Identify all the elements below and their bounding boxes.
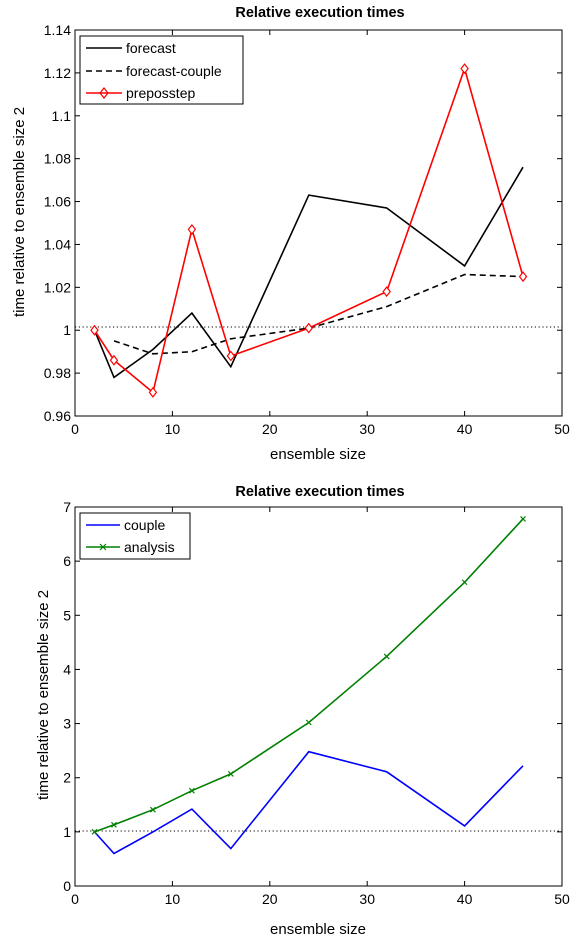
chart-top-ytick-label: 1.08 xyxy=(44,151,71,167)
chart-bottom-title: Relative execution times xyxy=(235,484,404,500)
chart-top-ytick-label: 1.02 xyxy=(44,279,71,295)
chart-top-xtick-label: 30 xyxy=(359,421,375,437)
chart-bottom-ytick-label: 3 xyxy=(63,716,71,732)
series-preposstep-point xyxy=(187,223,197,235)
chart-top-axes xyxy=(74,29,563,417)
chart-bottom-ytick-label: 1 xyxy=(63,824,71,840)
legend-analysis-label: analysis xyxy=(124,539,175,555)
chart-top-xtick-label: 40 xyxy=(457,421,473,437)
legend-forecast-couple-label: forecast-couple xyxy=(126,63,222,79)
legend-preposstep-marker xyxy=(99,87,109,99)
legend-preposstep-label: preposstep xyxy=(126,85,195,101)
series-forecast-couple-line xyxy=(113,273,524,355)
chart-top-ytick-label: 1.12 xyxy=(44,65,71,81)
chart-top-ytick-label: 0.96 xyxy=(44,408,71,424)
chart-top-ytick-label: 1.14 xyxy=(44,22,71,38)
chart-top: Relative execution times time relative t… xyxy=(11,5,570,463)
chart-top-ytick-label: 1.04 xyxy=(44,236,71,252)
chart-bottom-xtick-label: 50 xyxy=(554,891,570,907)
series-preposstep-point xyxy=(518,271,528,283)
chart-top-ytick-label: 0.98 xyxy=(44,365,71,381)
series-preposstep-point xyxy=(226,350,236,362)
chart-bottom-ylabel: time relative to ensemble size 2 xyxy=(35,590,52,800)
chart-bottom-xlabel: ensemble size xyxy=(270,921,366,938)
chart-bottom-ytick-label: 5 xyxy=(63,607,71,623)
chart-top-xtick-label: 10 xyxy=(165,421,181,437)
series-analysis-point xyxy=(461,579,468,586)
chart-bottom-xtick-label: 10 xyxy=(165,891,181,907)
series-analysis-point xyxy=(305,719,312,726)
series-analysis-point xyxy=(227,770,234,777)
chart-bottom-axes xyxy=(74,506,563,887)
chart-top-ylabel: time relative to ensemble size 2 xyxy=(11,107,28,317)
series-preposstep-point xyxy=(90,324,99,336)
chart-top-xtick-label: 20 xyxy=(262,421,278,437)
series-preposstep-point xyxy=(382,286,391,298)
chart-bottom-legend: couple analysis xyxy=(79,512,191,560)
chart-top-title: Relative execution times xyxy=(235,5,404,21)
chart-top-ticks: 0 10 20 30 40 50 0.96 0.98 1 1.02 1.04 1.06 1.08 1.1 1… xyxy=(44,22,570,437)
chart-bottom-xtick-label: 0 xyxy=(71,891,79,907)
series-preposstep-point xyxy=(148,386,158,398)
chart-top-ytick-label: 1.1 xyxy=(52,108,72,124)
chart-bottom-ytick-label: 7 xyxy=(63,499,71,515)
series-analysis-line xyxy=(94,518,524,833)
series-couple-line xyxy=(93,750,524,855)
chart-bottom-legend-box xyxy=(79,512,191,560)
chart-bottom-xtick-label: 40 xyxy=(457,891,473,907)
chart-top-series xyxy=(90,63,528,398)
chart-bottom-xtick-label: 20 xyxy=(262,891,278,907)
series-analysis-point xyxy=(383,653,390,660)
series-preposstep-point xyxy=(304,322,314,334)
chart-top-xlabel: ensemble size xyxy=(270,446,366,463)
series-analysis-point xyxy=(149,806,156,813)
chart-bottom-xtick-label: 30 xyxy=(359,891,375,907)
series-analysis-point xyxy=(111,821,117,828)
chart-bottom-ytick-label: 2 xyxy=(63,770,71,786)
chart-bottom-ticks: 0 10 20 30 40 50 0 1 2 3 4 5 6 7 xyxy=(63,499,570,907)
chart-bottom-ytick-label: 0 xyxy=(63,878,71,894)
legend-analysis-marker xyxy=(99,543,107,551)
series-preposstep-point xyxy=(109,354,119,366)
chart-bottom-ytick-label: 6 xyxy=(63,553,71,569)
chart-top-ytick-label: 1 xyxy=(63,322,71,338)
chart-top-xtick-label: 0 xyxy=(71,421,79,437)
series-analysis-point xyxy=(188,787,195,794)
series-analysis-point xyxy=(520,515,526,522)
series-preposstep-point xyxy=(460,63,469,75)
chart-top-xtick-label: 50 xyxy=(554,421,570,437)
chart-bottom-ytick-label: 4 xyxy=(63,661,71,677)
legend-forecast-label: forecast xyxy=(126,40,176,56)
chart-top-legend: forecast forecast-couple preposstep xyxy=(79,35,244,105)
chart-bottom-series xyxy=(91,515,526,855)
series-forecast-line xyxy=(93,166,524,379)
series-analysis-point xyxy=(91,828,98,835)
legend-couple-label: couple xyxy=(124,517,165,533)
chart-bottom: Relative execution times time relative t… xyxy=(35,484,570,938)
chart-top-ytick-label: 1.06 xyxy=(44,194,71,210)
